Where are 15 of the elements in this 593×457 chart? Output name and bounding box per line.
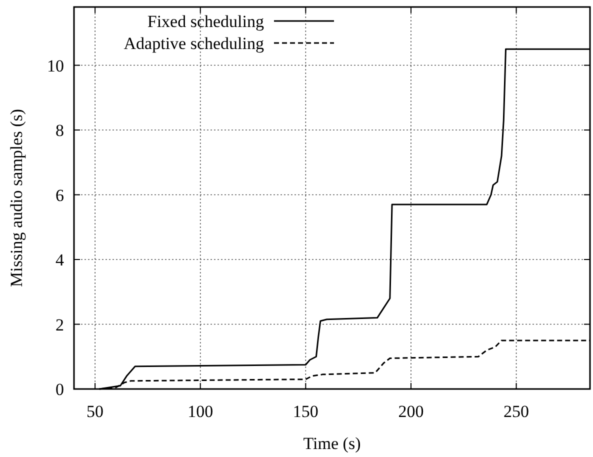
y-tick-label: 0 <box>56 380 64 399</box>
x-tick-label: 100 <box>188 402 214 421</box>
x-axis-title: Time (s) <box>303 434 361 453</box>
y-tick-label: 2 <box>56 315 64 334</box>
y-tick-label: 8 <box>56 121 64 140</box>
x-tick-label: 250 <box>504 402 530 421</box>
x-tick-label: 50 <box>86 402 104 421</box>
y-tick-label: 10 <box>47 56 64 76</box>
y-tick-label: 4 <box>56 250 64 270</box>
x-tick-label: 200 <box>398 402 424 421</box>
y-tick-label: 6 <box>56 186 64 205</box>
y-axis-title: Missing audio samples (s) <box>7 108 26 288</box>
legend-label: Adaptive scheduling <box>124 34 264 53</box>
legend-label: Fixed scheduling <box>147 12 264 31</box>
x-tick-label: 150 <box>292 402 318 421</box>
